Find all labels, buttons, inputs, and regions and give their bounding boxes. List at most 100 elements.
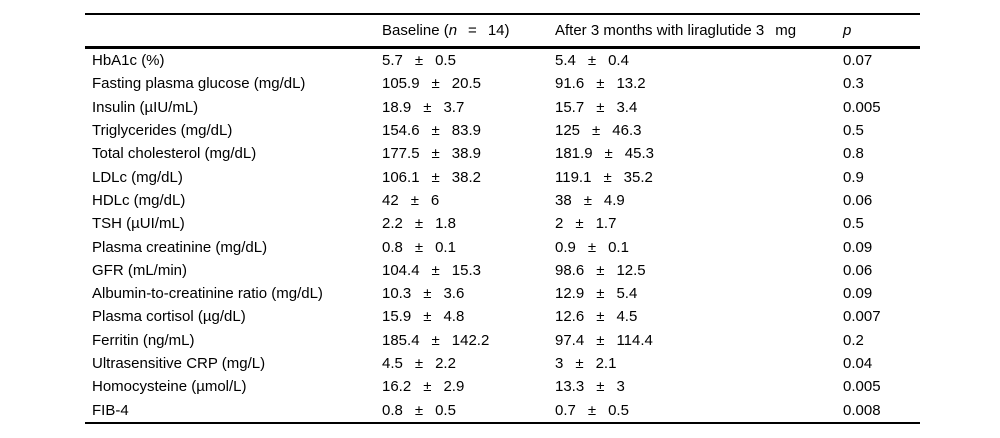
table-row: LDLc (mg/dL) 106.1 ±38.2 119.1 ±35.2 0.9 (85, 165, 920, 188)
sd-value: 4.8 (443, 308, 465, 326)
mean-value: 104.4 (382, 261, 420, 279)
plus-minus-sign: ± (414, 238, 424, 256)
p-value: 0.2 (843, 331, 864, 349)
sd-value: 15.3 (451, 261, 481, 279)
plus-minus-sign: ± (431, 122, 440, 140)
table-row: Insulin (µIU/mL) 18.9 ±3.7 15.7 ±3.4 0.005 (85, 96, 920, 119)
plus-minus-sign: ± (604, 145, 613, 163)
sd-value: 6 (430, 191, 440, 209)
after-value: 181.9 ±45.3 (555, 145, 843, 162)
table-body: HbA1c (%) 5.7 ±0.5 5.4 ±0.4 0.07 Fasting p… (85, 49, 920, 422)
plus-minus-sign: ± (414, 355, 424, 372)
mean-value: 125 (555, 122, 581, 140)
sd-value: 0.5 (608, 401, 629, 419)
p-value: 0.07 (843, 52, 873, 70)
row-label: Insulin (µIU/mL) (92, 98, 199, 116)
baseline-value: 104.4 ±15.3 (382, 262, 555, 279)
mean-value: 185.4 (382, 331, 420, 349)
table-row: HDLc (mg/dL) 42 ±6 38 ±4.9 0.06 (85, 189, 920, 212)
row-label: FIB-4 (92, 401, 129, 419)
sd-value: 38.2 (451, 168, 481, 186)
after-value: 125 ±46.3 (555, 122, 843, 139)
baseline-value: 16.2 ±2.9 (382, 378, 555, 395)
sd-value: 12.5 (616, 261, 646, 279)
mean-value: 106.1 (382, 168, 420, 186)
sd-value: 0.1 (608, 238, 629, 256)
p-value: 0.9 (843, 168, 864, 186)
plus-minus-sign: ± (587, 401, 597, 419)
after-value: 2 ±1.7 (555, 215, 843, 232)
sd-value: 114.4 (616, 331, 653, 349)
baseline-count: 14) (487, 22, 510, 39)
plus-minus-sign: ± (596, 285, 605, 303)
sd-value: 1.8 (435, 215, 456, 233)
row-label: Plasma creatinine (mg/dL) (92, 238, 268, 256)
after-value: 38 ±4.9 (555, 192, 843, 209)
plus-minus-sign: ± (575, 355, 584, 372)
after-value: 5.4 ±0.4 (555, 52, 843, 69)
p-value: 0.5 (843, 215, 864, 233)
plus-minus-sign: ± (596, 98, 605, 116)
plus-minus-sign: ± (596, 308, 605, 326)
mean-value: 15.9 (382, 308, 412, 326)
table-bottom-rule (85, 421, 920, 424)
baseline-value: 10.3 ±3.6 (382, 285, 555, 302)
mean-value: 154.6 (382, 122, 420, 140)
table-row: Plasma cortisol (µg/dL) 15.9 ±4.8 12.6 ±4.… (85, 305, 920, 328)
table-row: Homocysteine (µmol/L) 16.2 ±2.9 13.3 ±3 0.… (85, 375, 920, 398)
plus-minus-sign: ± (596, 378, 605, 396)
sd-value: 142.2 (451, 331, 490, 349)
p-value: 0.005 (843, 98, 881, 116)
sd-value: 3.4 (616, 98, 638, 116)
plus-minus-sign: ± (431, 168, 440, 186)
row-label: Homocysteine (µmol/L) (92, 378, 247, 396)
plus-minus-sign: ± (423, 285, 432, 303)
n-italic: n (448, 22, 458, 39)
mean-value: 105.9 (382, 75, 420, 93)
table-top-rule (85, 13, 920, 15)
baseline-value: 5.7 ±0.5 (382, 52, 555, 69)
sd-value: 13.2 (616, 75, 646, 93)
sd-value: 2.2 (435, 355, 456, 372)
mean-value: 13.3 (555, 378, 585, 396)
sd-value: 4.9 (603, 191, 625, 209)
row-label: Ferritin (ng/mL) (92, 331, 195, 349)
sd-value: 45.3 (624, 145, 654, 163)
after-value: 13.3 ±3 (555, 378, 843, 395)
table-row: Plasma creatinine (mg/dL) 0.8 ±0.1 0.9 ±0.… (85, 235, 920, 258)
row-label: Ultrasensitive CRP (mg/L) (92, 355, 266, 372)
baseline-value: 0.8 ±0.5 (382, 402, 555, 419)
after-value: 91.6 ±13.2 (555, 75, 843, 92)
row-label: Total cholesterol (mg/dL) (92, 145, 257, 163)
mean-value: 42 (382, 191, 399, 209)
plus-minus-sign: ± (587, 238, 597, 256)
sd-value: 20.5 (451, 75, 481, 93)
row-label: TSH (µUI/mL) (92, 215, 185, 233)
after-header-text: After 3 months with liraglutide 3 (555, 22, 765, 39)
baseline-value: 4.5 ±2.2 (382, 355, 555, 372)
table-header-rule (85, 46, 920, 49)
mean-value: 181.9 (555, 145, 593, 163)
table-row: FIB-4 0.8 ±0.5 0.7 ±0.5 0.008 (85, 398, 920, 421)
p-value: 0.09 (843, 285, 873, 303)
mean-value: 0.7 (555, 401, 576, 419)
row-label: Albumin-to-creatinine ratio (mg/dL) (92, 285, 323, 303)
baseline-header-text: Baseline (n (382, 22, 457, 39)
baseline-prefix: Baseline ( (382, 22, 449, 39)
row-label: HDLc (mg/dL) (92, 191, 186, 209)
mean-value: 4.5 (382, 355, 403, 372)
table-header-row: Baseline (n = 14) After 3 months with li… (85, 15, 920, 46)
sd-value: 46.3 (612, 122, 642, 140)
column-header-baseline: Baseline (n = 14) (382, 22, 555, 39)
plus-minus-sign: ± (603, 168, 612, 186)
mean-value: 177.5 (382, 145, 420, 163)
summary-table: Baseline (n = 14) After 3 months with li… (85, 13, 920, 424)
p-value: 0.09 (843, 238, 873, 256)
table-row: Ultrasensitive CRP (mg/L) 4.5 ±2.2 3 ±2.1 … (85, 352, 920, 375)
mean-value: 5.7 (382, 52, 403, 70)
row-label: LDLc (mg/dL) (92, 168, 183, 186)
row-label: GFR (mL/min) (92, 261, 187, 279)
sd-value: 3.7 (443, 98, 465, 116)
sd-value: 35.2 (623, 168, 653, 186)
after-value: 3 ±2.1 (555, 355, 843, 372)
